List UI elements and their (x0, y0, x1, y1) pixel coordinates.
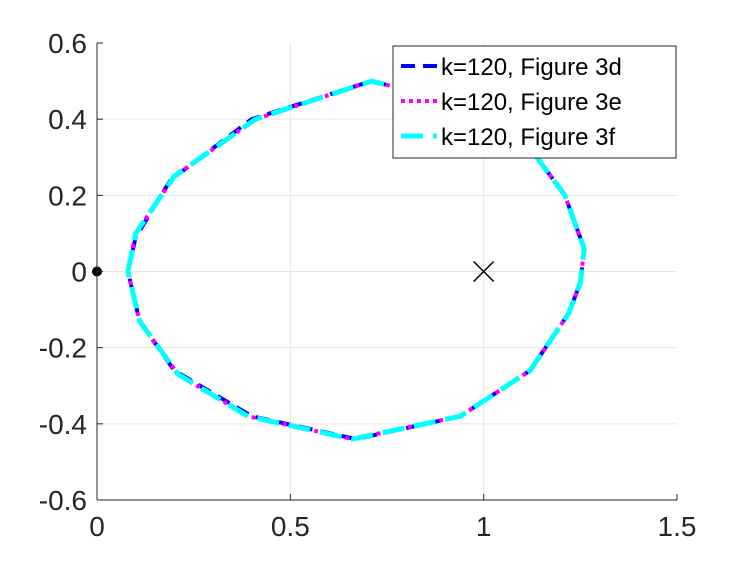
y-tick-label: -0.4 (39, 409, 87, 440)
legend-entry: k=120, Figure 3e (401, 89, 622, 116)
y-tick-label: 0.2 (48, 180, 87, 211)
x-tick-label: 1 (476, 511, 492, 542)
legend-label: k=120, Figure 3d (441, 54, 622, 81)
y-tick-label: 0 (71, 257, 87, 288)
y-tick-label: -0.2 (39, 333, 87, 364)
legend-entry: k=120, Figure 3f (401, 124, 615, 151)
x-tick-label: 0.5 (271, 511, 310, 542)
x-axis-ticks: 0 0.5 1 1.5 (89, 494, 696, 542)
legend-label: k=120, Figure 3f (441, 124, 615, 151)
series-line-3 (125, 78, 587, 442)
legend: k=120, Figure 3d k=120, Figure 3e k=120, F… (392, 45, 677, 159)
series-layer (125, 78, 587, 442)
x-tick-label: 0 (89, 511, 105, 542)
legend-entry: k=120, Figure 3d (401, 54, 622, 81)
marker-layer (92, 260, 495, 283)
legend-label: k=120, Figure 3e (441, 89, 622, 116)
cross-marker (473, 260, 495, 283)
y-tick-label: 0.4 (48, 104, 87, 135)
y-tick-label: -0.6 (39, 485, 87, 516)
legend-box (392, 45, 677, 159)
y-tick-label: 0.6 (48, 28, 87, 59)
x-tick-label: 1.5 (658, 511, 697, 542)
y-axis-ticks: -0.6 -0.4 -0.2 0 0.2 0.4 0.6 (39, 28, 103, 516)
